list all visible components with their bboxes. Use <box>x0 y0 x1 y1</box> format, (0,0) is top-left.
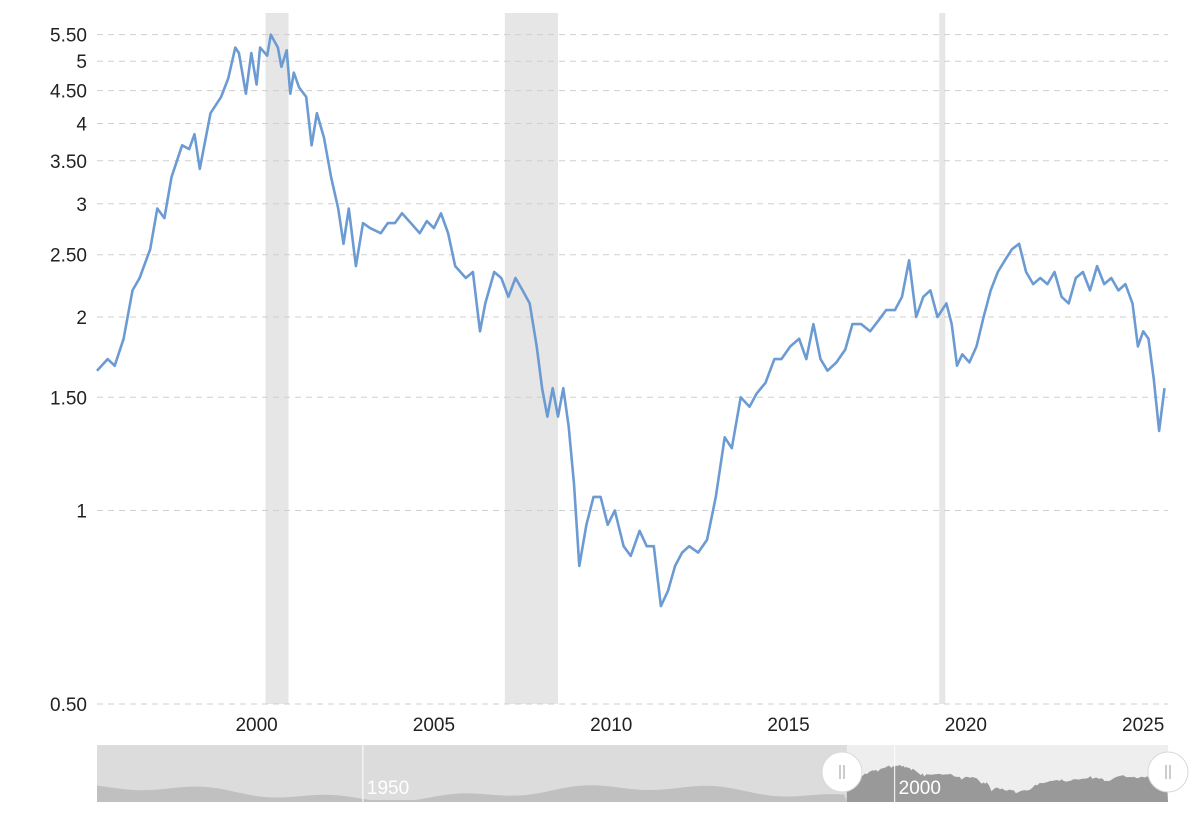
y-tick-label: 2.50 <box>50 246 87 267</box>
navigator[interactable]: 1950 2000 <box>97 745 1189 802</box>
x-tick-label: 2000 <box>235 715 277 736</box>
x-tick-label: 2025 <box>1122 715 1164 736</box>
x-tick-label: 2015 <box>767 715 809 736</box>
y-tick-label: 5.50 <box>50 26 87 47</box>
navigator-left-handle[interactable] <box>821 751 863 793</box>
recession-band <box>265 13 289 704</box>
handle-circle[interactable] <box>821 751 863 793</box>
handle-circle[interactable] <box>1147 751 1189 793</box>
data-line-group <box>96 33 1166 608</box>
navigator-year-label: 1950 <box>367 778 409 799</box>
navigator-year-label: 2000 <box>899 778 941 799</box>
y-tick-label: 3 <box>76 195 87 216</box>
data-line <box>96 33 1166 608</box>
y-tick-label: 4.50 <box>50 82 87 103</box>
y-tick-label: 5 <box>76 52 87 73</box>
x-tick-label: 2020 <box>945 715 987 736</box>
recession-bands <box>265 13 946 704</box>
navigator-history-area-selected <box>846 765 1168 802</box>
x-axis: 2000 2005 2010 2015 2020 2025 <box>235 715 1164 736</box>
y-tick-label: 3.50 <box>50 152 87 173</box>
y-axis: 0.50 1 1.50 2 2.50 3 3.50 4 4.50 5 5.50 <box>50 26 87 716</box>
y-tick-label: 1.50 <box>50 388 87 409</box>
recession-band <box>504 13 559 704</box>
recession-band <box>939 13 946 704</box>
navigator-history-area <box>97 785 847 802</box>
gridlines <box>97 34 1168 705</box>
y-tick-label: 0.50 <box>50 695 87 716</box>
y-tick-label: 1 <box>76 501 87 522</box>
y-tick-label: 2 <box>76 308 87 329</box>
navigator-right-handle[interactable] <box>1147 751 1189 793</box>
x-tick-label: 2010 <box>590 715 632 736</box>
y-tick-label: 4 <box>76 114 87 135</box>
x-tick-label: 2005 <box>413 715 455 736</box>
